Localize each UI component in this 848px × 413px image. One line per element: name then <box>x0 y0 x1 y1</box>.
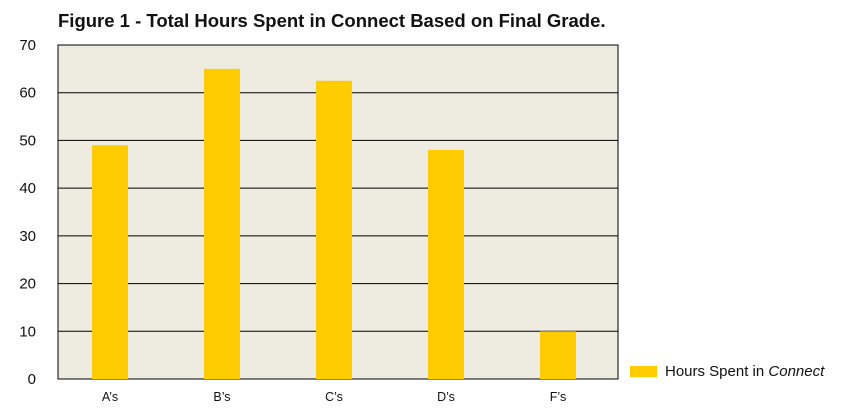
y-tick-label: 20 <box>19 276 36 293</box>
bars <box>92 68 576 380</box>
y-tick-label: 60 <box>19 85 36 102</box>
y-tick-label: 30 <box>19 228 36 245</box>
x-axis-ticks: A’s B’s C’s D’s F’s <box>102 390 566 404</box>
y-tick-label: 40 <box>19 180 36 197</box>
bar <box>428 149 464 379</box>
legend: Hours Spent in Connect <box>630 363 824 380</box>
y-axis-ticks: 0 10 20 30 40 50 60 70 <box>19 37 36 388</box>
bar <box>204 68 240 379</box>
legend-swatch <box>630 366 657 377</box>
legend-label-prefix: Hours Spent in <box>665 363 769 380</box>
y-tick-label: 70 <box>19 37 36 54</box>
x-tick-label: C’s <box>325 390 343 404</box>
bar <box>540 331 576 379</box>
y-tick-label: 0 <box>28 371 36 388</box>
y-tick-label: 50 <box>19 132 36 149</box>
legend-label-emphasis: Connect <box>768 363 825 380</box>
x-tick-label: D’s <box>437 390 455 404</box>
bar <box>92 145 128 379</box>
chart-title: Figure 1 - Total Hours Spent in Connect … <box>58 10 606 31</box>
x-tick-label: A’s <box>102 390 118 404</box>
y-tick-label: 10 <box>19 323 36 340</box>
x-tick-label: B’s <box>213 390 230 404</box>
bar <box>316 80 352 380</box>
legend-label: Hours Spent in Connect <box>665 363 824 380</box>
x-tick-label: F’s <box>550 390 566 404</box>
